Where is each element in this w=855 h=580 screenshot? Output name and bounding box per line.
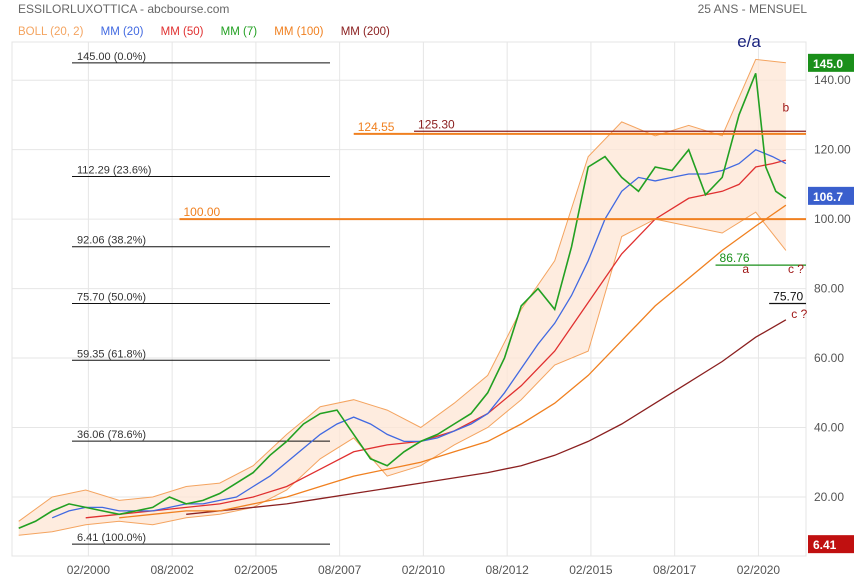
price-badge (808, 535, 854, 554)
chart-legend: BOLL (20, 2) MM (20) MM (50) MM (7) MM (… (18, 26, 404, 38)
legend-item-mm50: MM (50) (160, 26, 204, 38)
wave-annotation: c ? (791, 307, 807, 321)
wave-annotation: e/a (737, 32, 761, 51)
series-line-mm-100 (119, 204, 787, 519)
x-tick-label: 02/2005 (234, 563, 278, 577)
wave-annotation: a (742, 262, 749, 276)
price-badge-label: 6.41 (813, 538, 837, 552)
fibonacci-label: 75.70 (50.0%) (77, 292, 146, 304)
y-tick-label: 20.00 (814, 490, 844, 504)
y-tick-label: 100.00 (814, 212, 851, 226)
legend-item-mm100: MM (100) (274, 26, 324, 38)
x-tick-label: 02/2015 (569, 563, 613, 577)
level-label: 124.55 (358, 120, 395, 134)
series-line-mm-200 (186, 319, 787, 515)
level-label: 75.70 (773, 290, 803, 304)
x-tick-label: 08/2017 (653, 563, 697, 577)
x-tick-label: 02/2000 (67, 563, 111, 577)
price-badge-label: 145.0 (813, 57, 843, 71)
chart-title: ESSILORLUXOTTICA - abcbourse.com (18, 2, 230, 16)
x-tick-label: 02/2020 (737, 563, 781, 577)
wave-annotation: b (783, 100, 790, 114)
price-badge (808, 186, 854, 205)
y-tick-label: 60.00 (814, 351, 844, 365)
level-label: 125.30 (418, 117, 455, 131)
bollinger-band-fill (18, 59, 786, 536)
price-badge-label: 106.7 (813, 190, 843, 204)
y-tick-label: 40.00 (814, 421, 844, 435)
series-line-mm-50 (85, 159, 787, 519)
price-badge (808, 53, 854, 72)
level-label: 100.00 (184, 205, 221, 219)
x-tick-label: 02/2010 (402, 563, 446, 577)
chart-period: 25 ANS - MENSUEL (697, 2, 807, 16)
fibonacci-label: 59.35 (61.8%) (77, 348, 146, 360)
y-tick-label: 140.00 (814, 73, 851, 87)
y-tick-label: 120.00 (814, 143, 851, 157)
x-tick-label: 08/2002 (150, 563, 194, 577)
fibonacci-label: 92.06 (38.2%) (77, 235, 146, 247)
legend-item-boll: BOLL (20, 2) (18, 26, 84, 38)
fibonacci-label: 112.29 (23.6%) (77, 164, 151, 176)
x-tick-label: 08/2007 (318, 563, 362, 577)
wave-annotation: c ? (788, 262, 804, 276)
level-label: 86.76 (720, 251, 750, 265)
fibonacci-label: 145.00 (0.0%) (77, 51, 146, 63)
bollinger-lower-line (18, 211, 787, 536)
legend-item-mm20: MM (20) (100, 26, 144, 38)
legend-item-mm200: MM (200) (340, 26, 390, 38)
x-tick-label: 08/2012 (485, 563, 529, 577)
y-tick-label: 80.00 (814, 282, 844, 296)
fibonacci-label: 6.41 (100.0%) (77, 532, 146, 544)
plot-frame (11, 41, 807, 557)
series-line-mm-7 (18, 73, 787, 529)
fibonacci-label: 36.06 (78.6%) (77, 429, 146, 441)
legend-item-mm7: MM (7) (220, 26, 258, 38)
